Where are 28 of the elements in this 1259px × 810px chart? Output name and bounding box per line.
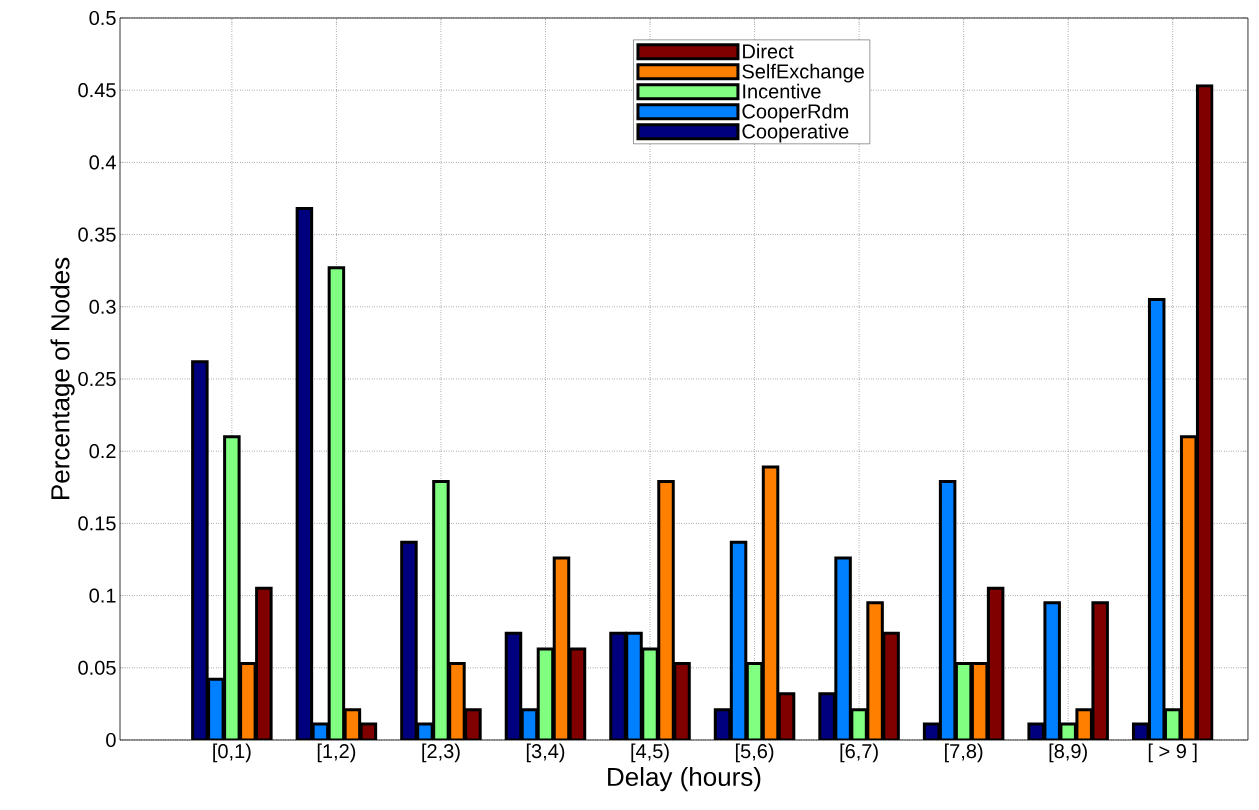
legend-label: CooperRdm	[742, 103, 848, 123]
y-tick-label: 0	[106, 732, 116, 748]
x-tick-label: [ > 9 ]	[1148, 743, 1197, 763]
legend-label: SelfExchange	[742, 63, 864, 83]
y-tick-label: 0.2	[89, 444, 116, 459]
y-tick-label: 0.4	[89, 155, 116, 170]
y-axis-title: Percentage of Nodes	[50, 257, 75, 499]
y-tick-label: 0.3	[89, 299, 116, 314]
y-tick-label: 0.25	[78, 371, 116, 387]
x-tick-label: [4,5)	[631, 743, 669, 763]
x-tick-label: [8,9)	[1049, 743, 1087, 763]
y-tick-label: 0.45	[78, 83, 116, 98]
x-tick-label: [5,6)	[735, 743, 774, 763]
x-axis-title: Delay (hours)	[608, 767, 761, 792]
x-tick-label: [2,3)	[422, 743, 460, 763]
legend-label: Direct	[743, 43, 794, 59]
legend-label: Cooperative	[742, 123, 849, 143]
x-tick-label: [7,8)	[945, 743, 983, 763]
y-tick-label: 0.05	[78, 660, 116, 675]
x-tick-label: [3,4)	[526, 743, 565, 763]
y-tick-label: 0.35	[78, 227, 116, 242]
x-tick-label: [0,1)	[213, 743, 251, 763]
x-tick-label: [6,7)	[840, 743, 878, 763]
y-tick-label: 0.1	[89, 588, 116, 603]
x-tick-label: [1,2)	[317, 743, 356, 763]
y-tick-label: 0.5	[89, 10, 116, 26]
y-tick-label: 0.15	[78, 516, 116, 531]
legend-label: Incentive	[743, 83, 821, 99]
